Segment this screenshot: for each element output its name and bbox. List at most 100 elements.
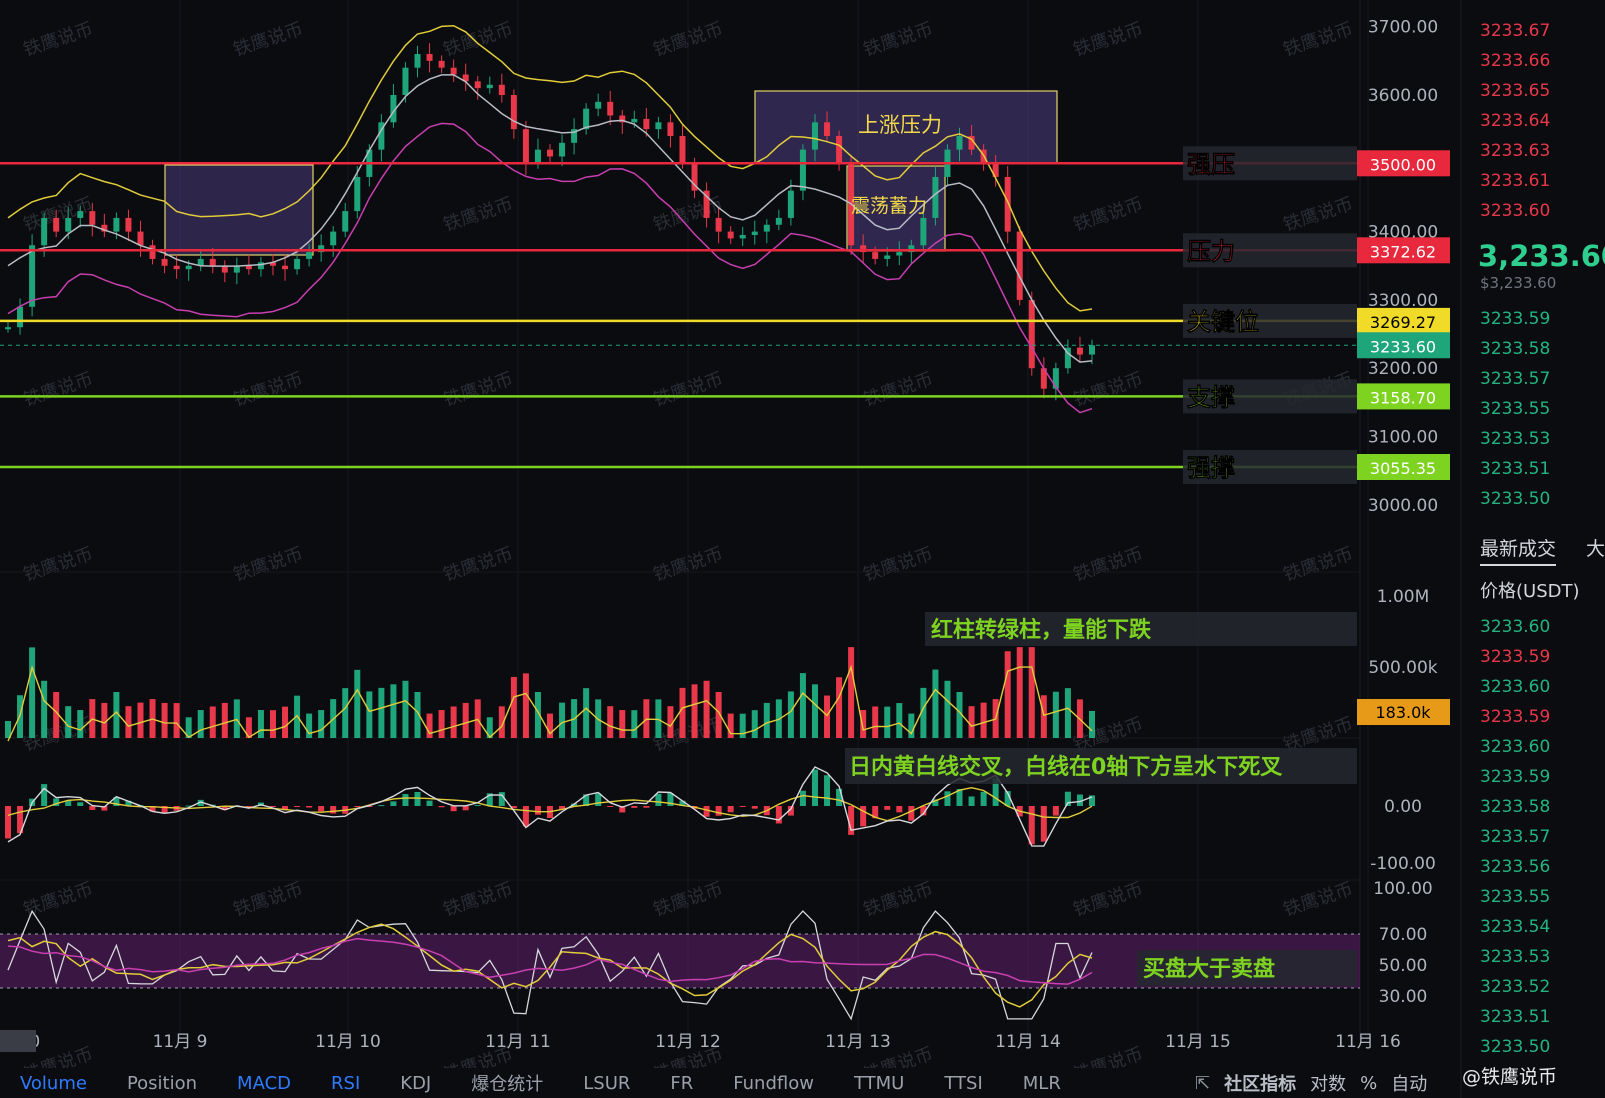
volume-bar <box>462 702 469 738</box>
macd-bar <box>896 806 903 813</box>
current-price-label: 3233.60 <box>1370 337 1436 356</box>
macd-bar <box>294 806 301 807</box>
macd-bar <box>53 798 60 806</box>
volume-current-label: 183.0k <box>1375 703 1431 722</box>
volume-bar <box>607 706 614 738</box>
box-resistance-label: 上涨压力 <box>858 113 942 137</box>
tab-position[interactable]: Position <box>126 1072 198 1094</box>
level-price-tag <box>1357 453 1450 480</box>
macd-bar <box>5 806 11 839</box>
tab-ttmu[interactable]: TTMU <box>853 1072 905 1094</box>
candle-body <box>607 101 614 116</box>
macd-bar <box>715 806 722 816</box>
candle-body <box>342 211 349 232</box>
time-tick: 11月 11 <box>485 1032 551 1052</box>
last-price-usd: $3,233.60 <box>1480 274 1557 292</box>
macd-bar <box>884 806 891 810</box>
tab-ttsi[interactable]: TTSI <box>944 1072 983 1094</box>
community-indicators[interactable]: 社区指标 <box>1224 1074 1297 1095</box>
macd-bar <box>799 790 806 806</box>
candle-body <box>1052 368 1059 389</box>
macd-bar <box>679 800 686 806</box>
candle-body <box>89 211 96 225</box>
tab-rsi[interactable]: RSI <box>331 1072 361 1094</box>
macd-bar <box>269 806 276 807</box>
log-toggle[interactable]: 对数 <box>1310 1074 1347 1095</box>
macd-bar <box>655 793 662 806</box>
tab-爆仓统计[interactable]: 爆仓统计 <box>471 1074 544 1095</box>
volume-bar <box>583 688 590 738</box>
percent-toggle[interactable]: % <box>1360 1072 1378 1094</box>
ask-row[interactable]: 3233.66 <box>1480 51 1551 71</box>
candle-body <box>534 149 541 164</box>
bid-row[interactable]: 3233.57 <box>1480 369 1551 389</box>
volume-tick: 1.00M <box>1377 587 1430 607</box>
tab-mlr[interactable]: MLR <box>1022 1072 1061 1094</box>
macd-bar <box>1076 794 1083 806</box>
candle-body <box>751 231 758 236</box>
level-name: 强压 <box>1187 150 1235 178</box>
level-price-label: 3269.27 <box>1370 313 1436 332</box>
tab-volume[interactable]: Volume <box>20 1072 87 1094</box>
time-tick: 11月 10 <box>315 1032 381 1052</box>
rsi-slow-line <box>7 937 1093 985</box>
volume-bar <box>534 691 541 738</box>
macd-bar <box>450 806 457 812</box>
trade-row: 3233.59 <box>1480 707 1551 727</box>
macd-bar <box>872 806 879 819</box>
candle-body <box>703 190 710 218</box>
tab-lsur[interactable]: LSUR <box>583 1072 631 1094</box>
ask-row[interactable]: 3233.60 <box>1480 201 1551 221</box>
volume-bar <box>799 673 806 738</box>
trades-title[interactable]: 最新成交 <box>1480 534 1557 566</box>
candle-body <box>462 74 469 82</box>
level-price-label: 3500.00 <box>1370 155 1436 174</box>
candle-body <box>17 306 24 328</box>
macd-bar <box>932 799 939 806</box>
trades-title-more[interactable]: 大 <box>1585 538 1605 560</box>
tab-macd[interactable]: MACD <box>237 1072 292 1094</box>
volume-bar <box>1028 647 1035 738</box>
price-header: 价格(USDT) <box>1480 581 1580 602</box>
candle-body <box>715 217 722 232</box>
community-icon[interactable]: ⇱ <box>1195 1072 1211 1094</box>
ask-row[interactable]: 3233.61 <box>1480 171 1551 191</box>
ask-row[interactable]: 3233.63 <box>1480 141 1551 161</box>
ask-row[interactable]: 3233.65 <box>1480 81 1551 101</box>
trade-row: 3233.60 <box>1480 737 1551 757</box>
macd-bar <box>390 801 397 806</box>
macd-bar <box>474 805 481 807</box>
volume-bar <box>378 687 385 738</box>
bid-row[interactable]: 3233.59 <box>1480 309 1551 329</box>
volume-bar <box>450 706 457 738</box>
ask-row[interactable]: 3233.64 <box>1480 111 1551 131</box>
macd-bar <box>65 800 72 806</box>
auto-toggle[interactable]: 自动 <box>1391 1074 1428 1095</box>
tab-fundflow[interactable]: Fundflow <box>733 1072 814 1094</box>
candle-body <box>498 84 505 95</box>
candle-body <box>294 258 301 270</box>
volume-bar <box>269 710 276 738</box>
bid-row[interactable]: 3233.51 <box>1480 459 1551 479</box>
bid-row[interactable]: 3233.55 <box>1480 399 1551 419</box>
macd-tick: -100.00 <box>1370 854 1436 874</box>
tab-kdj[interactable]: KDJ <box>400 1072 432 1094</box>
price-tick: 3000.00 <box>1368 496 1438 516</box>
candle-body <box>908 245 915 253</box>
level-name: 支撑 <box>1187 383 1235 411</box>
level-price-tag <box>1357 307 1450 334</box>
bid-row[interactable]: 3233.53 <box>1480 429 1551 449</box>
bid-row[interactable]: 3233.50 <box>1480 489 1551 509</box>
macd-bar <box>667 793 674 806</box>
volume-bar <box>667 706 674 738</box>
ask-row[interactable]: 3233.67 <box>1480 21 1551 41</box>
bid-row[interactable]: 3233.58 <box>1480 339 1551 359</box>
candle-body <box>824 122 831 136</box>
macd-bar <box>89 806 96 810</box>
volume-bar <box>751 710 758 738</box>
tab-fr[interactable]: FR <box>670 1072 694 1094</box>
macd-bar <box>318 806 325 812</box>
level-price-tag <box>1357 150 1450 177</box>
volume-bar <box>522 673 529 738</box>
